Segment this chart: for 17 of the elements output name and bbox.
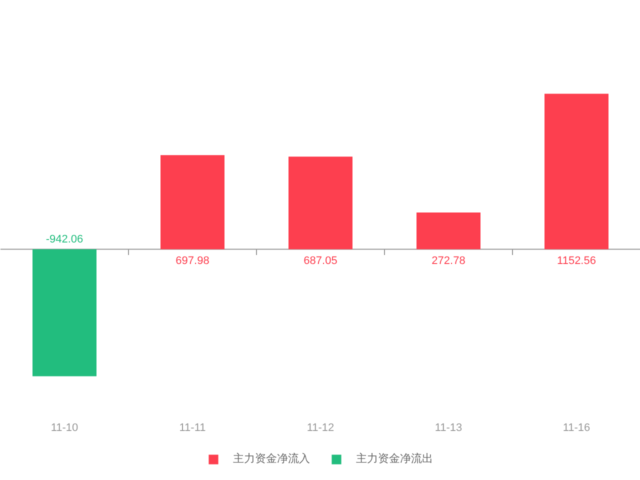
legend-label: 主力资金净流出 bbox=[356, 452, 433, 466]
data-label: 1152.56 bbox=[557, 254, 596, 267]
bar bbox=[288, 156, 352, 250]
data-label: 272.78 bbox=[432, 254, 466, 267]
x-tick-label: 11-12 bbox=[306, 422, 334, 434]
bar bbox=[160, 155, 224, 250]
x-tick-label: 11-11 bbox=[179, 422, 206, 434]
x-tick-label: 11-16 bbox=[562, 422, 590, 434]
x-tick-label: 11-10 bbox=[50, 422, 78, 434]
bar bbox=[416, 212, 480, 250]
data-label: -942.06 bbox=[46, 234, 84, 246]
x-tick-label: 11-13 bbox=[434, 422, 462, 434]
legend-label: 主力资金净流入 bbox=[233, 452, 310, 466]
bar bbox=[544, 94, 608, 250]
data-label: 697.98 bbox=[176, 254, 210, 267]
data-label: 687.05 bbox=[304, 254, 338, 267]
bar bbox=[32, 249, 96, 376]
